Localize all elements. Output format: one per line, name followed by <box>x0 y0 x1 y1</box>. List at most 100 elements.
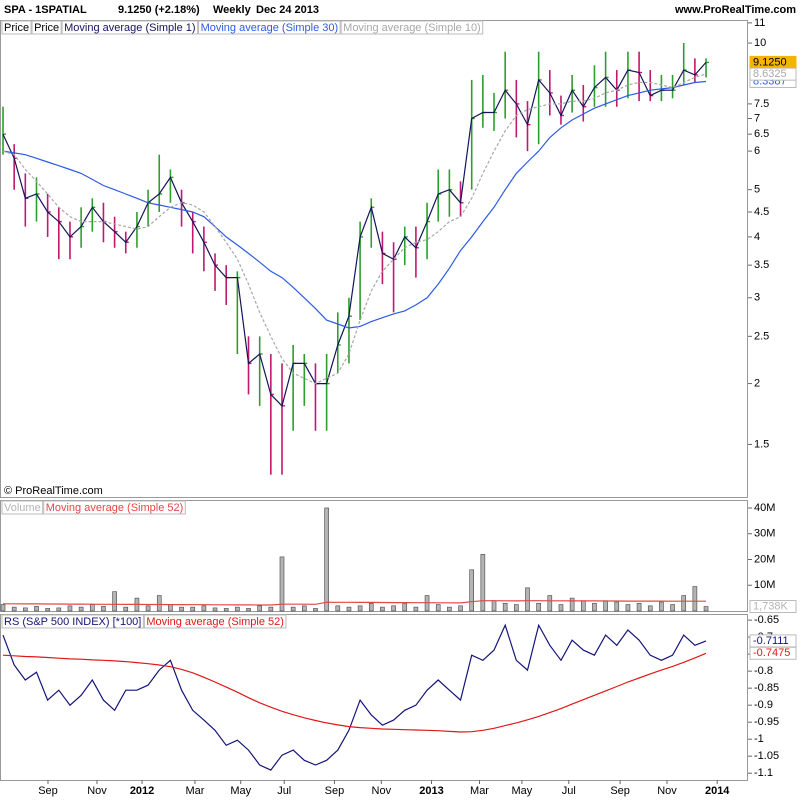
legend-entry: Moving average (Simple 52) <box>146 616 284 628</box>
volume-bar <box>101 606 106 612</box>
volume-bar <box>569 597 575 612</box>
volume-bar <box>536 602 541 612</box>
y-tick-label: 3.5 <box>754 259 769 271</box>
legend-box <box>143 614 287 629</box>
legend-entry: Moving average (Simple 10) <box>343 22 481 34</box>
series-line <box>2 623 707 771</box>
x-tick-label: 2013 <box>419 785 443 797</box>
volume-bar <box>112 591 117 612</box>
volume-bar <box>580 600 586 612</box>
x-tick-label: May <box>512 785 533 797</box>
volume-bar <box>391 605 396 612</box>
series-line <box>2 80 707 329</box>
legend-box <box>43 500 186 515</box>
volume-bar <box>435 604 441 612</box>
y-tick-label: 30M <box>754 528 775 540</box>
volume-bar <box>681 595 687 612</box>
legend-entry: Price <box>4 22 29 34</box>
x-tick-label: Nov <box>87 785 107 797</box>
volume-bar <box>45 608 50 612</box>
y-tick-label: 2 <box>754 377 760 389</box>
y-tick-label: 7.5 <box>754 98 769 110</box>
y-tick-label: 5 <box>754 184 760 196</box>
volume-bar <box>447 606 452 612</box>
y-tick-label: 4.5 <box>754 206 769 218</box>
volume-bar <box>223 608 229 612</box>
legend-box <box>1 614 144 629</box>
y-tick-label: 10M <box>754 579 775 591</box>
date: Dec 24 2013 <box>256 4 319 16</box>
volume-bar <box>212 607 218 612</box>
y-tick-label: 3 <box>754 292 760 304</box>
volume-bar <box>368 602 374 612</box>
legend-box <box>198 20 341 35</box>
volume-bar <box>703 606 709 612</box>
volume-bar <box>279 556 285 612</box>
legend-box <box>1 20 32 35</box>
volume-bar <box>290 606 296 612</box>
volume-bar <box>335 605 341 612</box>
volume-bar <box>246 608 251 612</box>
y-tick-label: 11 <box>754 17 765 29</box>
y-tick-label: 40M <box>754 502 775 514</box>
volume-bar <box>659 601 664 612</box>
x-tick-label: Sep <box>38 785 58 797</box>
legend-entry: Moving average (Simple 30) <box>201 22 339 34</box>
series-line <box>2 62 707 408</box>
x-tick-label: Mar <box>470 785 489 797</box>
y-tick-label: 6.5 <box>754 128 769 140</box>
volume-bar <box>458 605 463 612</box>
volume-bar <box>625 604 631 612</box>
y-tick-label: -0.65 <box>754 614 779 626</box>
volume-bar <box>201 605 207 612</box>
legend-entry: RS (S&P 500 INDEX) [*100] <box>4 616 141 628</box>
value-tag-box <box>749 646 797 660</box>
volume-bar <box>636 602 642 612</box>
symbol: SPA - 1SPATIAL <box>4 4 87 16</box>
legend-entry: Volume <box>4 502 41 514</box>
x-tick-label: Sep <box>325 785 345 797</box>
value-tag: -0.7111 <box>753 635 789 647</box>
rs-panel <box>0 614 748 781</box>
y-tick-label: 4 <box>754 231 760 243</box>
value-tag-box <box>749 600 797 614</box>
y-tick-label: 2.5 <box>754 330 769 342</box>
x-tick-label: Nov <box>657 785 677 797</box>
volume-bar <box>380 606 385 612</box>
volume-bar <box>525 587 530 612</box>
series-line <box>3 600 706 606</box>
volume-bar <box>491 600 497 612</box>
y-tick-label: 6 <box>754 145 760 157</box>
volume-bar <box>469 569 474 612</box>
volume-bar <box>257 605 262 612</box>
x-tick-label: 2014 <box>705 785 730 797</box>
quote: 9.1250 (+2.18%) <box>118 4 200 16</box>
volume-bar <box>313 608 318 612</box>
volume-bar <box>346 606 352 612</box>
volume-bar <box>502 602 508 612</box>
site: www.ProRealTime.com <box>674 4 796 16</box>
series-line <box>2 73 707 385</box>
x-tick-label: May <box>230 785 251 797</box>
x-tick-label: Jul <box>562 785 576 797</box>
volume-panel <box>0 500 748 612</box>
volume-bar <box>168 604 173 612</box>
y-tick-label: 20M <box>754 553 775 565</box>
volume-bar <box>413 606 419 612</box>
y-tick-label: -0.95 <box>754 716 779 728</box>
y-tick-label: -1 <box>754 733 764 745</box>
legend-entry: Moving average (Simple 1) <box>64 22 195 34</box>
legend-box <box>31 20 62 35</box>
volume-bar <box>357 605 363 612</box>
watermark: © ProRealTime.com <box>4 485 103 497</box>
volume-bar <box>547 595 553 612</box>
volume-bar <box>23 607 28 612</box>
series-line <box>2 652 707 733</box>
value-tag-box <box>749 67 797 81</box>
volume-bar <box>156 595 162 612</box>
y-tick-label: -0.85 <box>754 682 779 694</box>
x-tick-label: Jul <box>277 785 291 797</box>
volume-bar <box>614 601 620 612</box>
